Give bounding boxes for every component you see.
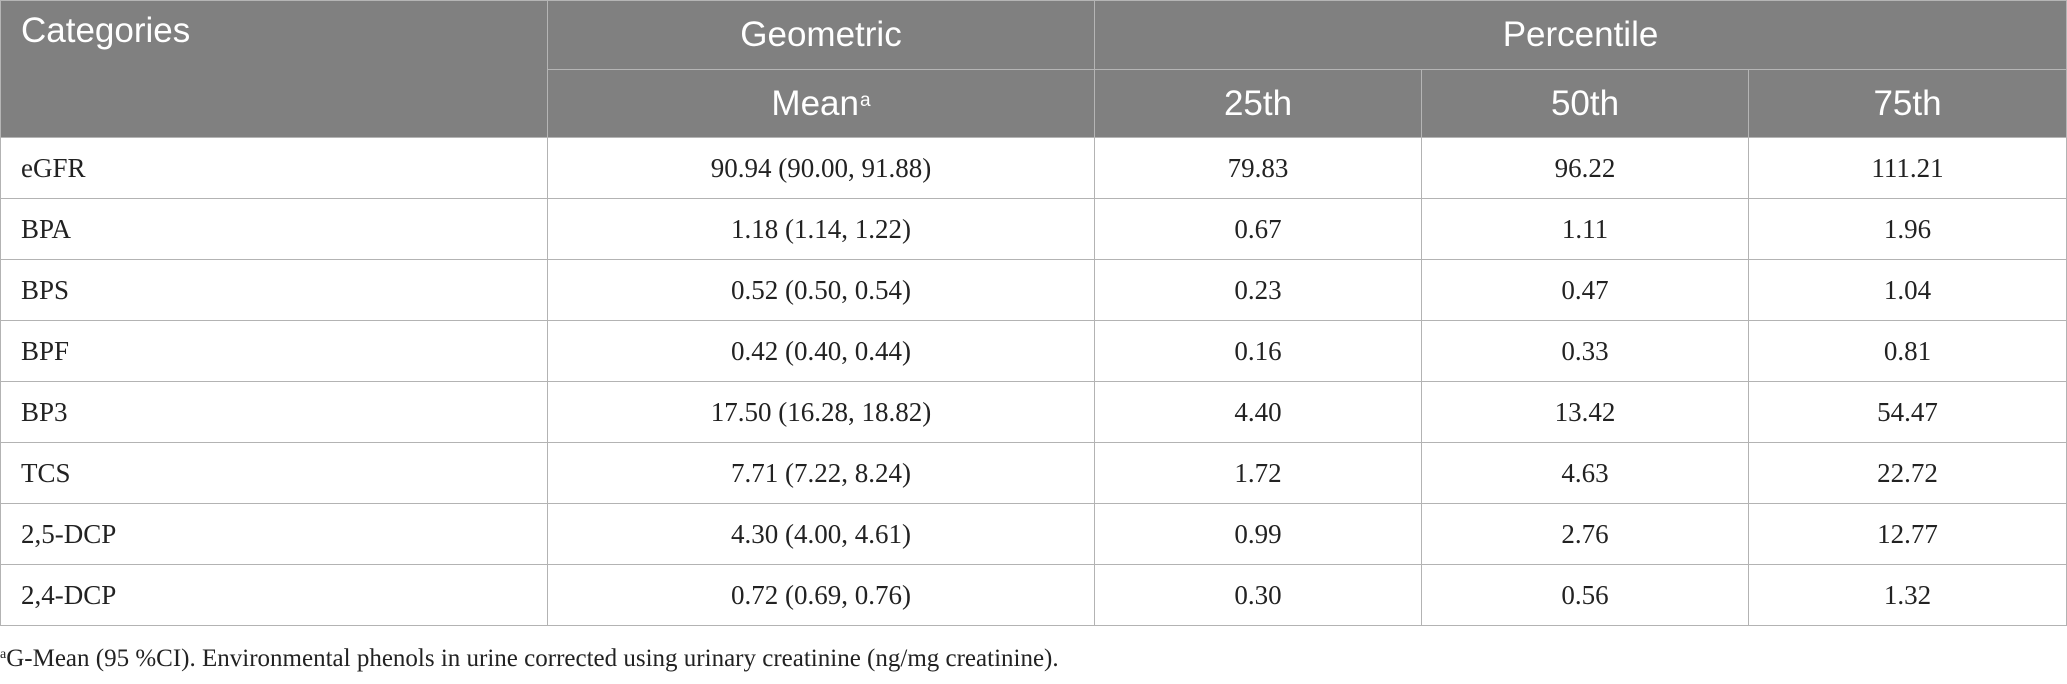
cell-p25: 79.83 — [1094, 137, 1422, 199]
table-container: Categories Geometric Percentile Meana 25… — [0, 0, 2067, 626]
cell-p25: 0.99 — [1094, 503, 1422, 565]
cell-p25: 0.30 — [1094, 564, 1422, 626]
cell-p25: 0.67 — [1094, 198, 1422, 260]
header-row-2: Meana 25th 50th 75th — [1, 69, 2067, 138]
header-p75: 75th — [1747, 69, 2067, 138]
cell-p75: 111.21 — [1747, 137, 2067, 199]
cell-mean: 17.50 (16.28, 18.82) — [547, 381, 1095, 443]
cell-mean: 0.52 (0.50, 0.54) — [547, 259, 1095, 321]
table-header: Categories Geometric Percentile Meana 25… — [0, 0, 2067, 138]
cell-p50: 13.42 — [1421, 381, 1749, 443]
cell-category: BPA — [0, 198, 548, 260]
cell-category: 2,5-DCP — [0, 503, 548, 565]
table-row: BPF 0.42 (0.40, 0.44) 0.16 0.33 0.81 — [0, 320, 2067, 382]
table-body: eGFR 90.94 (90.00, 91.88) 79.83 96.22 111.21… — [0, 137, 2067, 626]
footnote: aG-Mean (95 %CI). Environmental phenols … — [0, 645, 1059, 673]
cell-category: BP3 — [0, 381, 548, 443]
header-geometric: Geometric — [547, 0, 1095, 70]
header-mean-label: Mean — [771, 83, 859, 123]
header-mean: Meana — [547, 69, 1095, 138]
table-row: TCS 7.71 (7.22, 8.24) 1.72 4.63 22.72 — [0, 442, 2067, 504]
cell-mean: 0.72 (0.69, 0.76) — [547, 564, 1095, 626]
cell-mean: 0.42 (0.40, 0.44) — [547, 320, 1095, 382]
cell-category: 2,4-DCP — [0, 564, 548, 626]
header-percentile: Percentile — [1093, 0, 2067, 70]
phenols-table: Categories Geometric Percentile Meana 25… — [0, 0, 2067, 626]
cell-p25: 0.16 — [1094, 320, 1422, 382]
cell-category: TCS — [0, 442, 548, 504]
table-row: BP3 17.50 (16.28, 18.82) 4.40 13.42 54.47 — [0, 381, 2067, 443]
table-row: eGFR 90.94 (90.00, 91.88) 79.83 96.22 111.21 — [0, 137, 2067, 199]
cell-p50: 0.33 — [1421, 320, 1749, 382]
cell-p50: 1.11 — [1421, 198, 1749, 260]
cell-p25: 0.23 — [1094, 259, 1422, 321]
cell-mean: 4.30 (4.00, 4.61) — [547, 503, 1095, 565]
cell-mean: 7.71 (7.22, 8.24) — [547, 442, 1095, 504]
cell-p75: 12.77 — [1747, 503, 2067, 565]
cell-p50: 0.56 — [1421, 564, 1749, 626]
cell-category: eGFR — [0, 137, 548, 199]
cell-p50: 0.47 — [1421, 259, 1749, 321]
cell-p75: 1.04 — [1747, 259, 2067, 321]
cell-p50: 4.63 — [1421, 442, 1749, 504]
header-p25: 25th — [1094, 69, 1422, 138]
table-row: BPS 0.52 (0.50, 0.54) 0.23 0.47 1.04 — [0, 259, 2067, 321]
table-row: BPA 1.18 (1.14, 1.22) 0.67 1.11 1.96 — [0, 198, 2067, 260]
cell-mean: 1.18 (1.14, 1.22) — [547, 198, 1095, 260]
cell-p25: 4.40 — [1094, 381, 1422, 443]
cell-category: BPF — [0, 320, 548, 382]
cell-p75: 1.32 — [1747, 564, 2067, 626]
table-row: 2,4-DCP 0.72 (0.69, 0.76) 0.30 0.56 1.32 — [0, 564, 2067, 626]
header-p50: 50th — [1421, 69, 1749, 138]
cell-p25: 1.72 — [1094, 442, 1422, 504]
cell-p75: 54.47 — [1747, 381, 2067, 443]
cell-mean: 90.94 (90.00, 91.88) — [547, 137, 1095, 199]
header-categories: Categories — [0, 0, 548, 138]
cell-p75: 22.72 — [1747, 442, 2067, 504]
header-mean-note: a — [859, 89, 871, 111]
cell-p75: 0.81 — [1747, 320, 2067, 382]
header-row-1: Categories Geometric Percentile — [0, 0, 2067, 138]
table-row: 2,5-DCP 4.30 (4.00, 4.61) 0.99 2.76 12.77 — [0, 503, 2067, 565]
footnote-text: G-Mean (95 %CI). Environmental phenols i… — [6, 645, 1059, 672]
footnote-marker: a — [0, 647, 7, 662]
cell-p50: 96.22 — [1421, 137, 1749, 199]
cell-p75: 1.96 — [1747, 198, 2067, 260]
cell-p50: 2.76 — [1421, 503, 1749, 565]
cell-category: BPS — [0, 259, 548, 321]
